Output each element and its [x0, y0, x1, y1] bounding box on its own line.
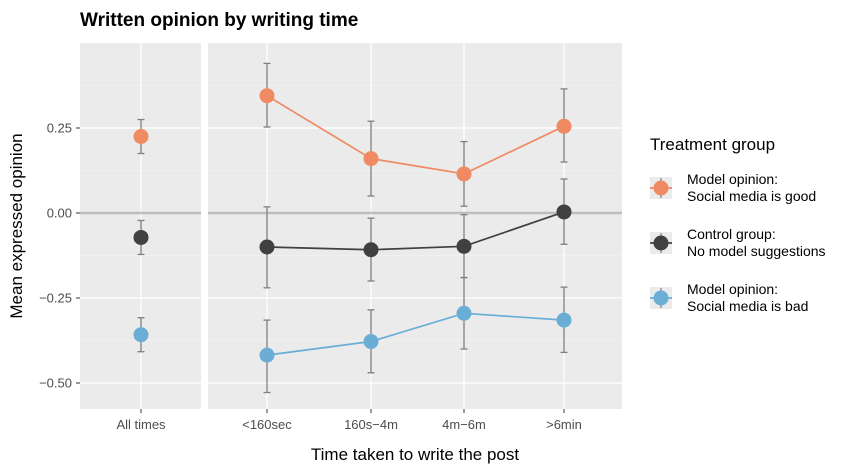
panel-by-time — [208, 43, 622, 409]
y-tick-label: 0.25 — [47, 121, 72, 136]
data-point — [456, 305, 472, 321]
legend-title: Treatment group — [650, 135, 775, 154]
series-line — [266, 312, 565, 356]
data-point — [556, 312, 572, 328]
x-tick-label: 4m−6m — [442, 417, 486, 432]
series-1 — [133, 62, 572, 207]
data-point-all-times — [133, 229, 149, 245]
data-point — [456, 166, 472, 182]
y-tick-label: 0.00 — [47, 206, 72, 221]
y-tick-label: −0.50 — [39, 376, 72, 391]
data-point-all-times — [133, 129, 149, 144]
x-tick-layer: All times <160sec 160s−4m 4m−6m >6min — [116, 409, 582, 432]
data-point — [556, 204, 572, 220]
data-point — [259, 88, 275, 104]
series-line — [266, 211, 565, 251]
data-point — [556, 118, 572, 134]
x-axis-title: Time taken to write the post — [311, 445, 519, 464]
legend-key-point — [653, 180, 669, 196]
legend-label: Model opinion: Social media is good — [687, 171, 816, 204]
x-tick-label: >6min — [546, 417, 582, 432]
x-tick-label: All times — [116, 417, 166, 432]
series-line — [266, 94, 565, 175]
data-point — [363, 151, 379, 167]
data-point — [363, 242, 379, 258]
x-tick-label: <160sec — [242, 417, 292, 432]
data-point — [456, 238, 472, 254]
series-3 — [133, 276, 572, 394]
chart-title: Written opinion by writing time — [80, 10, 358, 31]
data-point — [259, 347, 275, 363]
legend-key-point — [653, 290, 669, 306]
data-point — [259, 239, 275, 255]
x-tick-label: 160s−4m — [344, 417, 398, 432]
series-2 — [133, 178, 572, 289]
data-point — [363, 334, 379, 350]
legend-key-point — [653, 235, 669, 251]
y-tick-layer: −0.50 −0.25 0.00 0.25 — [39, 121, 80, 391]
series-layer — [133, 62, 572, 394]
data-point-all-times — [133, 327, 149, 343]
legend-label: Control group: No model suggestions — [687, 226, 826, 259]
y-tick-label: −0.25 — [39, 291, 72, 306]
legend: Treatment group Model opinion: Social med… — [650, 135, 826, 314]
y-axis-title: Mean expressed opinion — [7, 133, 26, 318]
legend-label: Model opinion: Social media is bad — [687, 281, 808, 314]
